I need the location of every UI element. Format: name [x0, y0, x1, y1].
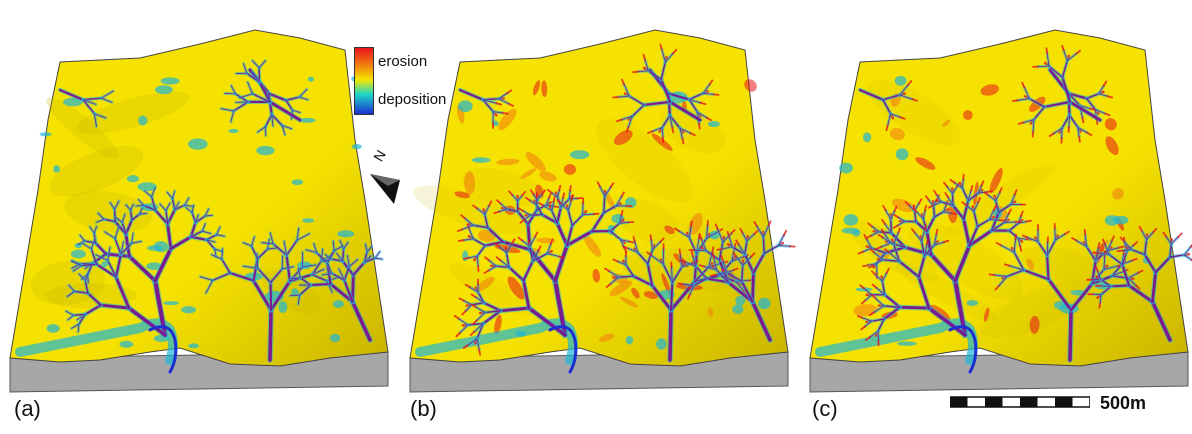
terrain-panel-c [809, 29, 1192, 393]
north-arrow-label: N [370, 147, 389, 164]
panel-label-a: (a) [14, 396, 41, 421]
panel-label-c: (c) [812, 396, 838, 421]
color-legend: erosion deposition [354, 47, 464, 117]
terrain-panel-a [9, 29, 389, 393]
legend-deposition-label: deposition [378, 91, 447, 108]
north-arrow-icon: N [370, 147, 400, 204]
legend-color-bar [354, 47, 374, 115]
scale-bar [950, 396, 1090, 408]
legend-erosion-label: erosion [378, 53, 428, 70]
scale-label: 500m [1100, 393, 1147, 413]
panel-label-b: (b) [410, 396, 437, 421]
terrain-panel-b [409, 29, 796, 393]
